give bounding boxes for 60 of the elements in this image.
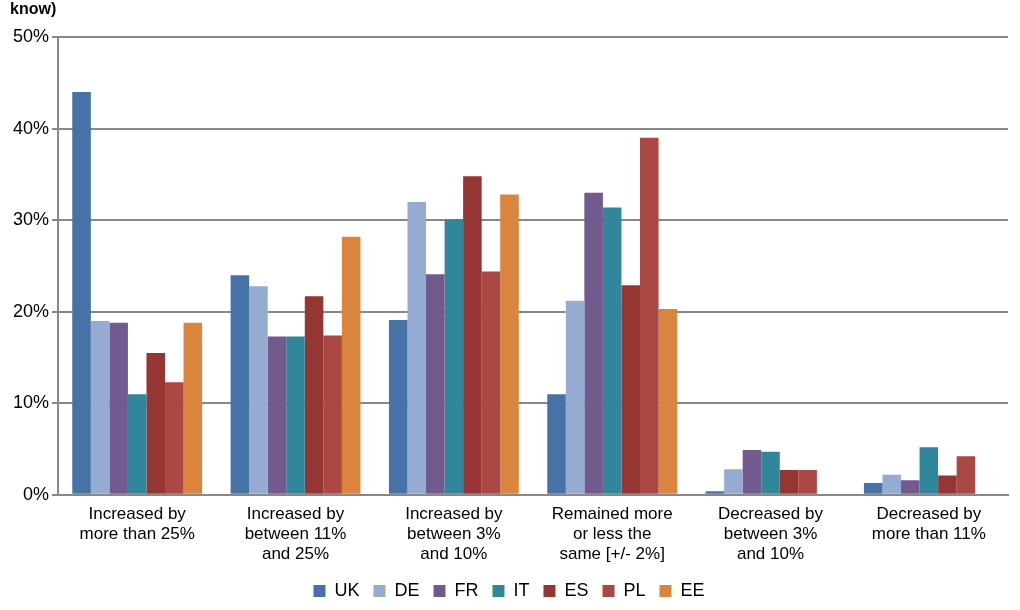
- bar: [640, 137, 659, 494]
- bar: [705, 491, 725, 494]
- x-tick-label: Increased by more than 25%: [79, 503, 195, 544]
- x-tick-label: Remained more or less the same [+/- 2%]: [551, 503, 673, 564]
- bar: [500, 194, 519, 494]
- bar: [938, 475, 957, 494]
- legend-label: ES: [564, 579, 589, 600]
- bar: [267, 336, 287, 494]
- bar: [621, 285, 640, 494]
- bar: [761, 451, 780, 494]
- chart-title: know): [10, 0, 57, 18]
- y-tick-label: 10%: [13, 392, 50, 413]
- bar: [183, 322, 203, 494]
- bar: [304, 296, 324, 494]
- bar: [658, 309, 678, 494]
- x-tick-label: Increased by between 11% and 25%: [244, 503, 347, 564]
- bar: [565, 300, 585, 494]
- legend-label: UK: [334, 579, 360, 600]
- bar: [901, 480, 920, 494]
- bar: [602, 207, 622, 494]
- y-tick-label: 50%: [13, 26, 50, 47]
- bar: [742, 449, 762, 494]
- y-tick-label: 0%: [23, 483, 50, 504]
- legend-label: PL: [623, 579, 646, 600]
- y-tick-label: 30%: [13, 209, 50, 230]
- bar: [426, 274, 445, 494]
- bar: [249, 286, 268, 494]
- bar: [388, 320, 408, 494]
- bar: [584, 192, 603, 494]
- bar: [724, 469, 743, 494]
- x-tick-label: Decreased by more than 11%: [871, 503, 986, 544]
- bar: [481, 271, 501, 494]
- x-tick-label: Increased by between 3% and 10%: [405, 503, 504, 564]
- bar: [444, 219, 464, 494]
- x-tick-label: Decreased by between 3% and 10%: [718, 503, 824, 564]
- bar: [90, 320, 110, 494]
- bar: [109, 322, 128, 494]
- y-tick-label: 40%: [13, 117, 50, 138]
- bar: [882, 474, 902, 494]
- bar: [146, 352, 166, 494]
- bar: [127, 394, 147, 494]
- legend-label: FR: [454, 579, 479, 600]
- bar: [230, 275, 250, 494]
- legend-label: IT: [513, 579, 530, 600]
- legend-label: DE: [394, 579, 420, 600]
- bar: [919, 447, 939, 494]
- bar: [863, 482, 883, 494]
- bar: [165, 382, 184, 494]
- bar: [547, 394, 566, 494]
- bar: [72, 92, 91, 494]
- y-tick-label: 20%: [13, 300, 50, 321]
- bar: [956, 456, 976, 494]
- bar: [323, 335, 342, 494]
- bar: [407, 201, 427, 494]
- bar: [798, 470, 817, 494]
- bar: [286, 336, 305, 494]
- legend-label: EE: [680, 579, 705, 600]
- bar: [463, 176, 482, 494]
- bar: [779, 470, 799, 494]
- bar: [341, 236, 361, 494]
